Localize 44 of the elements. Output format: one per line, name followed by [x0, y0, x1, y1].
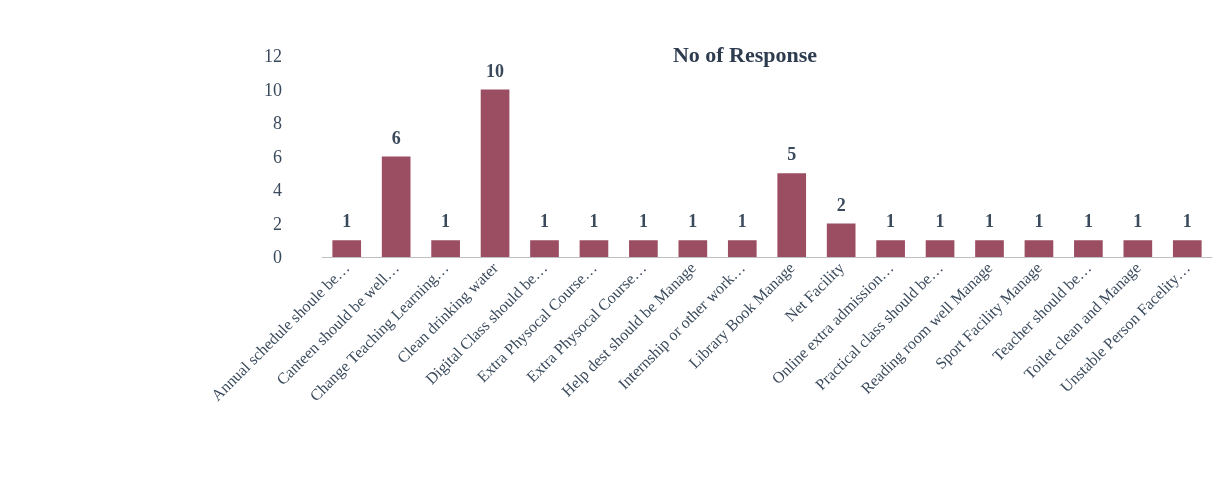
bar	[1074, 240, 1103, 257]
bar	[381, 156, 411, 257]
data-label: 1	[342, 211, 352, 232]
bar	[975, 240, 1004, 257]
y-tick-label: 12	[264, 46, 282, 66]
data-label: 1	[688, 211, 698, 232]
y-tick-label: 10	[264, 79, 282, 100]
bar	[431, 240, 460, 257]
y-tick-label: 4	[273, 180, 282, 200]
bar	[530, 240, 559, 257]
data-label: 1	[985, 211, 994, 232]
data-label: 1	[589, 211, 599, 232]
y-tick-label: 8	[273, 113, 282, 133]
bar	[1024, 240, 1054, 257]
data-label: 1	[1133, 211, 1143, 232]
bar	[876, 240, 905, 257]
bar	[480, 89, 510, 257]
data-label: 1	[638, 211, 648, 232]
bar	[678, 240, 708, 257]
bar	[826, 223, 856, 257]
bar	[727, 240, 757, 257]
bar	[777, 173, 807, 257]
bar	[925, 240, 955, 257]
data-label: 1	[1034, 211, 1044, 232]
data-label: 1	[737, 211, 747, 232]
bar	[1172, 240, 1202, 257]
chart-title: No of Response	[672, 41, 818, 67]
bar	[579, 240, 609, 257]
y-tick-label: 2	[273, 213, 282, 234]
data-label: 2	[836, 194, 846, 215]
data-label: 6	[391, 127, 401, 148]
data-label: 10	[486, 60, 505, 81]
data-label: 1	[935, 211, 945, 232]
bar	[629, 240, 658, 257]
data-label: 5	[787, 144, 797, 165]
data-label: 1	[886, 211, 896, 232]
data-label: 1	[1083, 211, 1093, 232]
y-tick-label: 6	[273, 146, 282, 167]
y-tick-label: 0	[273, 247, 282, 267]
data-label: 1	[540, 211, 549, 232]
data-label: 1	[441, 211, 451, 232]
data-label: 1	[1182, 211, 1192, 232]
bar	[332, 240, 362, 257]
bar	[1123, 240, 1153, 257]
